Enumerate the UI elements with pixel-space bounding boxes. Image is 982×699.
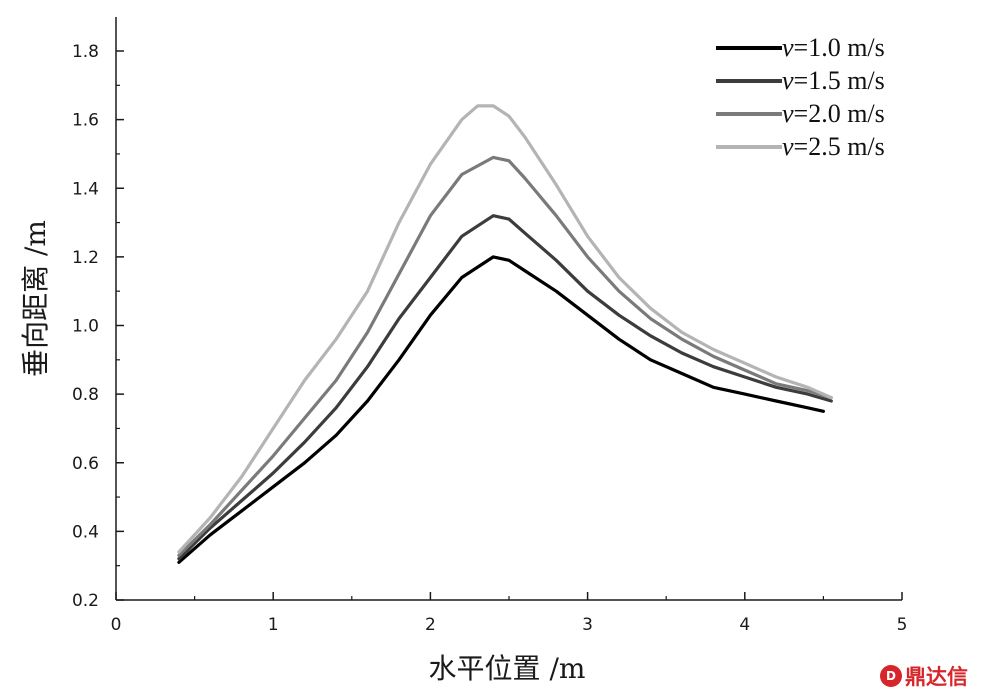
y-tick-label: 1.6 bbox=[72, 111, 99, 131]
axes: 0 1 2 3 4 5 0.2 0.4 0.6 0.8 1.0 1.2 1.4 1.6 1.8 bbox=[72, 17, 907, 635]
x-axis-title: 水平位置 /m bbox=[429, 652, 586, 685]
legend-label-4: v=2.5 m/s bbox=[782, 132, 885, 161]
x-tick-label: 5 bbox=[897, 615, 908, 635]
y-tick-label: 1.2 bbox=[72, 248, 99, 268]
y-axis-title: 垂向距离 /m bbox=[19, 220, 52, 377]
y-tick-label: 1.0 bbox=[72, 317, 99, 337]
legend-label-2: v=1.5 m/s bbox=[782, 66, 885, 95]
watermark-logo: D 鼎达信 bbox=[880, 661, 968, 691]
legend-value: =2.5 m/s bbox=[794, 132, 885, 161]
plot-lines bbox=[177, 104, 833, 564]
legend-variable: v bbox=[782, 66, 794, 95]
legend: v=1.0 m/sv=1.5 m/sv=2.0 m/sv=2.5 m/s bbox=[716, 33, 885, 161]
logo-icon: D bbox=[880, 665, 902, 687]
y-tick-label: 0.6 bbox=[72, 454, 99, 474]
y-tick-label: 0.2 bbox=[72, 591, 99, 611]
legend-variable: v bbox=[782, 99, 794, 128]
legend-variable: v bbox=[782, 132, 794, 161]
legend-value: =1.5 m/s bbox=[794, 66, 885, 95]
x-tick-label: 3 bbox=[582, 615, 593, 635]
watermark-text: 鼎达信 bbox=[905, 665, 968, 689]
legend-label-3: v=2.0 m/s bbox=[782, 99, 885, 128]
legend-variable: v bbox=[782, 33, 794, 62]
legend-value: =2.0 m/s bbox=[794, 99, 885, 128]
x-tick-label: 2 bbox=[425, 615, 436, 635]
x-tick-label: 0 bbox=[111, 615, 122, 635]
y-ticks: 0.2 0.4 0.6 0.8 1.0 1.2 1.4 1.6 1.8 bbox=[72, 42, 124, 611]
x-tick-label: 1 bbox=[268, 615, 279, 635]
x-tick-label: 4 bbox=[739, 615, 750, 635]
x-ticks: 0 1 2 3 4 5 bbox=[111, 592, 908, 635]
y-tick-label: 1.8 bbox=[72, 42, 99, 62]
y-tick-label: 0.4 bbox=[72, 522, 99, 542]
legend-value: =1.0 m/s bbox=[794, 33, 885, 62]
legend-label-1: v=1.0 m/s bbox=[782, 33, 885, 62]
y-tick-label: 0.8 bbox=[72, 385, 99, 405]
series-line-2 bbox=[177, 214, 833, 561]
series-line-1 bbox=[177, 255, 826, 564]
series-line-3 bbox=[177, 155, 833, 558]
y-tick-label: 1.4 bbox=[72, 179, 99, 199]
series-line-4 bbox=[177, 104, 833, 554]
